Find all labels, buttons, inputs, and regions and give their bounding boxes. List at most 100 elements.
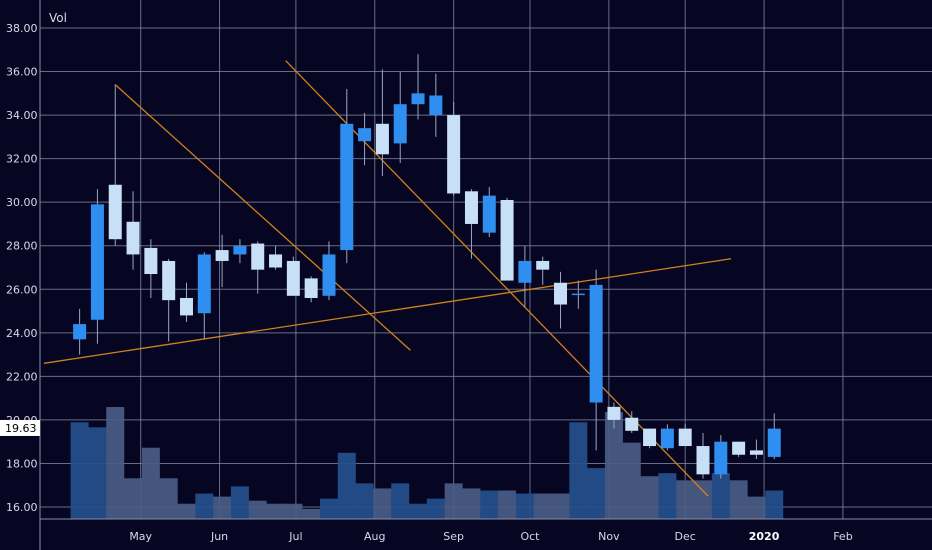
volume-bar-18 (391, 483, 410, 519)
candle-3[interactable] (126, 191, 140, 270)
candle-12[interactable] (286, 256, 300, 296)
candle-7[interactable] (197, 252, 211, 340)
candle-body (482, 195, 496, 233)
x-tick-label-8: 2020 (749, 530, 780, 543)
candle-38[interactable] (749, 439, 763, 460)
volume-bar-29 (587, 468, 606, 519)
candle-39[interactable] (767, 413, 781, 460)
candle-body (375, 123, 389, 155)
candle-body (518, 260, 532, 283)
volume-bar-17 (373, 488, 392, 519)
candle-30[interactable] (607, 402, 621, 429)
candle-body (447, 115, 461, 194)
candle-15[interactable] (340, 88, 354, 264)
candle-1[interactable] (90, 189, 104, 344)
candle-5[interactable] (162, 258, 176, 342)
y-tick-label-11: 16.00 (6, 501, 38, 514)
x-tick-label-2: Jul (288, 530, 302, 543)
y-tick-label-7: 24.00 (6, 327, 38, 340)
candle-4[interactable] (144, 239, 158, 298)
candle-body (464, 191, 478, 224)
candle-body (73, 324, 87, 340)
candle-body (554, 282, 568, 305)
candle-18[interactable] (393, 71, 407, 163)
volume-bar-22 (462, 488, 481, 519)
volume-bar-37 (729, 480, 748, 519)
candle-29[interactable] (589, 269, 603, 451)
candle-body (607, 406, 621, 420)
volume-bar-39 (765, 490, 784, 519)
volume-bar-23 (480, 490, 499, 519)
candle-6[interactable] (179, 282, 193, 322)
candle-33[interactable] (660, 424, 674, 451)
candle-17[interactable] (375, 69, 389, 177)
last-price-marker: 19.63 (0, 419, 40, 436)
candle-25[interactable] (518, 245, 532, 307)
candle-body (393, 104, 407, 144)
volume-bars (70, 407, 784, 519)
candle-body (162, 260, 176, 301)
candle-34[interactable] (678, 424, 692, 447)
candle-37[interactable] (732, 441, 746, 457)
candles[interactable] (73, 54, 781, 479)
y-tick-label-0: 38.00 (6, 22, 38, 35)
candle-13[interactable] (304, 276, 318, 303)
candle-11[interactable] (269, 245, 283, 270)
volume-bar-6 (177, 503, 196, 519)
volume-bar-38 (747, 496, 766, 519)
candle-35[interactable] (696, 432, 710, 479)
candle-27[interactable] (554, 271, 568, 329)
candle-28[interactable] (571, 280, 585, 309)
y-tick-label-1: 36.00 (6, 66, 38, 79)
trendline-0[interactable] (43, 258, 732, 364)
volume-label: Vol (49, 11, 67, 25)
volume-bar-8 (213, 496, 232, 519)
candle-9[interactable] (233, 239, 247, 264)
candle-10[interactable] (251, 241, 265, 294)
last-price-box (0, 419, 40, 436)
volume-bar-36 (711, 473, 730, 519)
candle-8[interactable] (215, 234, 229, 288)
volume-bar-31 (622, 442, 641, 519)
candle-24[interactable] (500, 197, 514, 281)
candle-body (411, 93, 425, 105)
volume-bar-15 (337, 452, 356, 519)
axes: 38.00 36.00 34.00 32.00 30.00 28.00 26.00 24.00… (6, 0, 932, 550)
y-tick-label-4: 30.00 (6, 196, 38, 209)
candle-body (215, 250, 229, 261)
candle-body (251, 243, 265, 270)
candle-23[interactable] (482, 186, 496, 238)
candle-body (233, 245, 247, 255)
volume-bar-14 (319, 498, 338, 519)
candle-21[interactable] (447, 102, 461, 196)
candle-body (767, 428, 781, 457)
candle-16[interactable] (358, 112, 372, 166)
volume-bar-16 (355, 483, 374, 519)
x-tick-label-7: Dec (675, 530, 696, 543)
candle-body (322, 254, 336, 296)
candle-14[interactable] (322, 241, 336, 301)
candle-22[interactable] (464, 189, 478, 259)
candle-26[interactable] (536, 256, 550, 285)
candle-body (643, 428, 657, 447)
volume-bar-35 (694, 480, 713, 519)
candle-2[interactable] (108, 84, 122, 246)
x-tick-label-6: Nov (598, 530, 620, 543)
trendline-1[interactable] (114, 84, 411, 351)
volume-bar-34 (676, 480, 695, 519)
x-tick-label-4: Sep (443, 530, 464, 543)
candle-0[interactable] (73, 308, 87, 355)
candle-19[interactable] (411, 54, 425, 120)
candle-31[interactable] (625, 411, 639, 433)
candle-32[interactable] (643, 428, 657, 449)
volume-bar-32 (640, 476, 659, 519)
candle-body (625, 417, 639, 431)
candle-body (571, 293, 585, 296)
candle-20[interactable] (429, 73, 443, 137)
volume-bar-9 (230, 486, 249, 519)
candle-36[interactable] (714, 435, 728, 479)
volume-bar-20 (426, 498, 445, 519)
